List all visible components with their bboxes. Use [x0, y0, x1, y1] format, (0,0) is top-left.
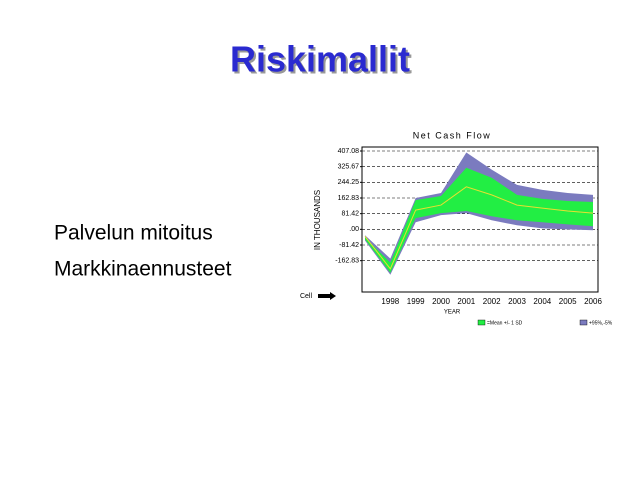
x-tick-label: 2002: [483, 297, 501, 306]
y-tick-label: 407.08: [338, 148, 360, 155]
x-tick-label: 1998: [381, 297, 399, 306]
y-tick-label: .00: [349, 226, 359, 233]
x-tick-label: 2000: [432, 297, 450, 306]
plot-frame: [361, 146, 599, 293]
y-tick-label: -81.42: [339, 242, 359, 249]
legend-label: =Mean +/- 1 SD: [487, 320, 523, 326]
mean-line: [364, 186, 594, 270]
cell-label: Cell: [300, 293, 313, 300]
chart-title: Net Cash Flow: [413, 130, 492, 140]
y-tick-label: 81.42: [341, 211, 359, 218]
y-tick-label: 325.67: [338, 164, 360, 171]
x-tick-label: 2004: [533, 297, 551, 306]
legend-label: +95%,-5%: [589, 320, 613, 326]
y-tick-label: 244.25: [338, 179, 360, 186]
y-axis-title: IN THOUSANDS: [313, 190, 322, 250]
legend-swatch: [579, 319, 588, 326]
x-tick-label: 1999: [407, 297, 425, 306]
x-tick-label: 2003: [508, 297, 526, 306]
x-tick-label: 2006: [584, 297, 602, 306]
x-axis-title: YEAR: [444, 310, 461, 316]
title-shadow: Riskimallit: [232, 41, 412, 82]
band-area: [365, 167, 593, 273]
bullet: Markkinaennusteet: [54, 258, 232, 281]
x-tick-label: 2001: [457, 297, 475, 306]
slide-title: Riskimallit: [230, 39, 410, 80]
arrow: [318, 292, 336, 300]
legend-swatch: [477, 319, 486, 326]
bullet: Palvelun mitoitus: [54, 222, 213, 245]
plot: 407.08 325.67 244.25 162.83 81.42 .00 -81.42 -1…: [335, 146, 613, 326]
y-tick-label: -162.83: [335, 258, 359, 265]
x-tick-label: 2005: [559, 297, 577, 306]
y-tick-label: 162.83: [338, 195, 360, 202]
